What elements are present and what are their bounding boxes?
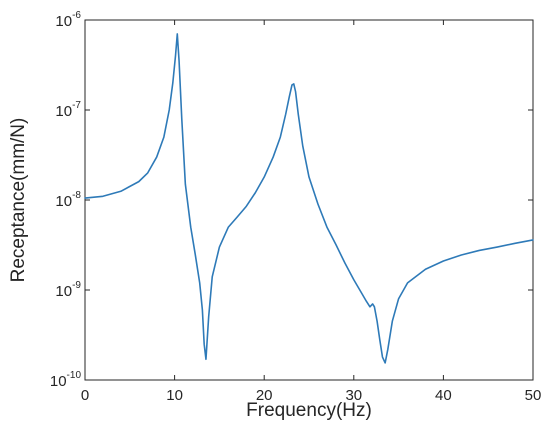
series-line-0: [84, 33, 534, 364]
x-tick-label: 50: [525, 387, 542, 404]
plot-area: [84, 19, 534, 381]
x-tick-label: 30: [345, 387, 362, 404]
y-tick-label: 10-6: [55, 10, 81, 30]
x-tick-label: 20: [256, 387, 273, 404]
x-axis-label: Frequency(Hz): [246, 400, 372, 421]
x-tick-label: 10: [166, 387, 183, 404]
y-axis-ticks: 10-10 10-9 10-8 10-7 10-6: [50, 10, 533, 390]
x-axis-ticks: 0 10 20 30 40 50: [81, 20, 542, 404]
y-tick-label: 10-8: [55, 190, 81, 210]
series-layer: [84, 33, 534, 364]
x-tick-label: 40: [435, 387, 452, 404]
y-tick-label: 10-7: [55, 100, 81, 120]
y-tick-label: 10-10: [50, 370, 82, 390]
x-tick-label: 0: [81, 387, 89, 404]
y-axis-label: Receptance(mm/N): [8, 118, 29, 283]
y-tick-label: 10-9: [55, 280, 81, 300]
